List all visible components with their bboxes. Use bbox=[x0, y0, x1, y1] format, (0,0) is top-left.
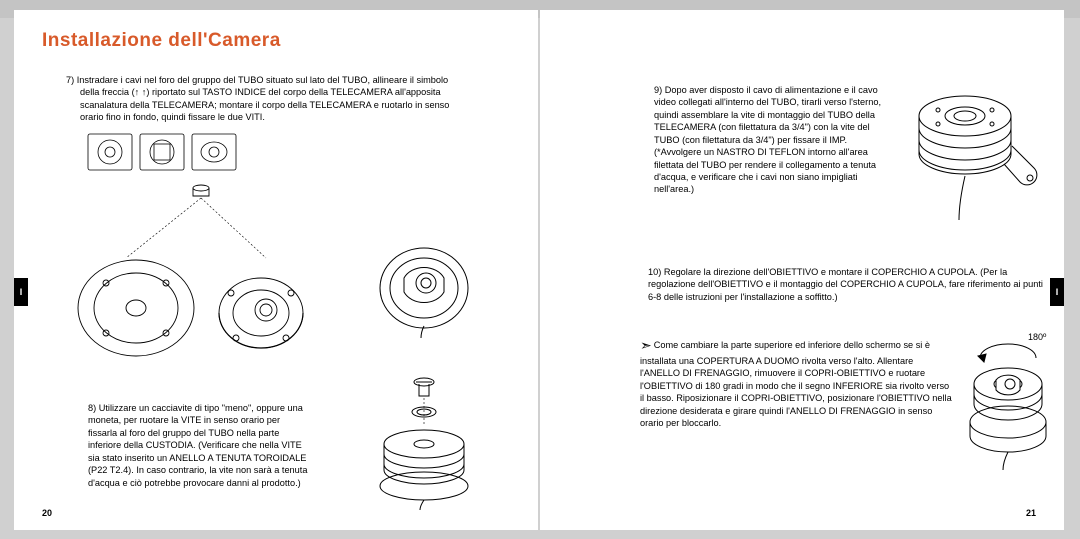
note-block: ➣Come cambiare la parte superiore ed inf… bbox=[640, 336, 954, 429]
exploded-diagram bbox=[66, 178, 336, 388]
page-number-left: 20 bbox=[42, 508, 52, 518]
thumbnail-row bbox=[86, 132, 246, 172]
tab-right: I bbox=[1050, 278, 1064, 306]
rotation-label: 180º bbox=[1028, 332, 1046, 342]
screw-assembly-fig bbox=[354, 370, 494, 510]
rotate-180-fig bbox=[958, 332, 1058, 472]
pipe-assembly-fig bbox=[900, 78, 1050, 228]
step-7: 7) Instradare i cavi nel foro del gruppo… bbox=[66, 74, 466, 124]
note-arrow-icon: ➣ bbox=[640, 336, 652, 355]
camera-dome-fig bbox=[364, 228, 484, 348]
note-text: Come cambiare la parte superiore ed infe… bbox=[640, 340, 952, 428]
step-10: 10) Regolare la direzione dell'OBIETTIVO… bbox=[648, 266, 1050, 303]
page-left: I Installazione dell'Camera 7) Instradar… bbox=[14, 10, 538, 530]
step-9: 9) Dopo aver disposto il cavo di aliment… bbox=[654, 84, 890, 196]
page-title: Installazione dell'Camera bbox=[42, 30, 281, 52]
tab-left: I bbox=[14, 278, 28, 306]
step-8: 8) Utilizzare un cacciavite di tipo "men… bbox=[88, 402, 308, 489]
page-right: I 9) Dopo aver disposto il cavo di alime… bbox=[540, 10, 1064, 530]
page-number-right: 21 bbox=[1026, 508, 1036, 518]
